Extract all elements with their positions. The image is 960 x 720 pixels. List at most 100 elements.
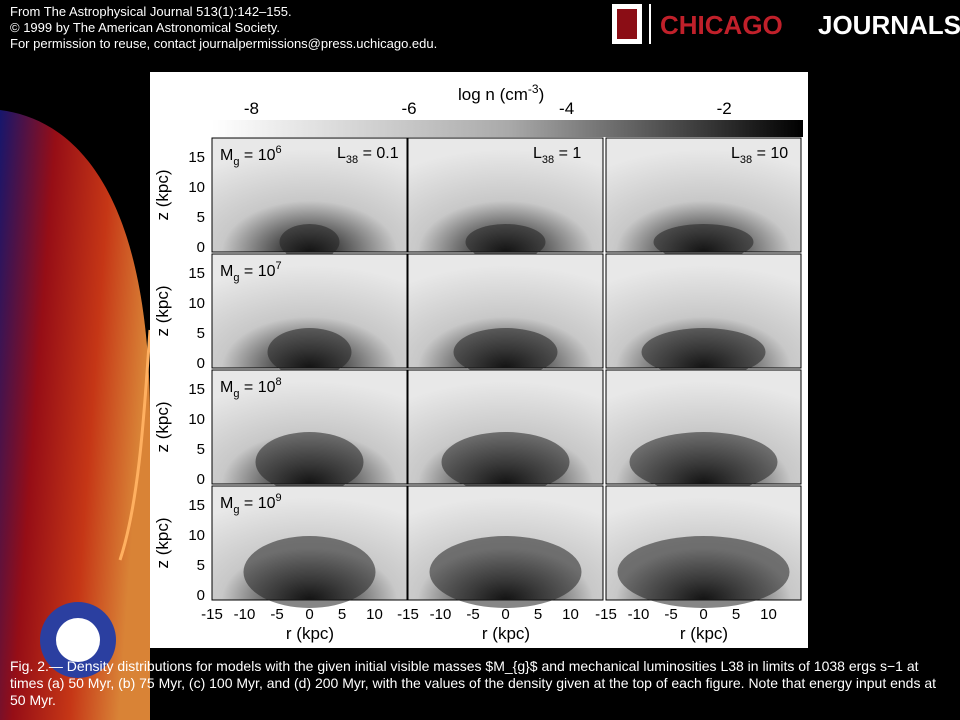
y-tick-label: 5 — [197, 325, 205, 342]
x-tick-label: -15 — [595, 606, 617, 623]
y-tick-label: 0 — [197, 471, 205, 488]
colorbar-label: log n (cm-3) — [458, 82, 544, 104]
y-axis-label: z (kpc) — [153, 518, 172, 569]
x-axis-label: r (kpc) — [482, 624, 530, 643]
decor-swirl — [0, 110, 150, 720]
x-tick-label: -5 — [270, 606, 283, 623]
x-tick-label: 5 — [732, 606, 740, 623]
x-axis-label: r (kpc) — [680, 624, 728, 643]
x-tick-label: -5 — [466, 606, 479, 623]
x-tick-label: -10 — [628, 606, 650, 623]
x-tick-label: 0 — [699, 606, 707, 623]
mass-exp: 9 — [275, 492, 281, 504]
y-tick-label: 5 — [197, 557, 205, 574]
y-tick-label: 10 — [188, 295, 205, 312]
density-feature — [279, 224, 340, 260]
x-tick-label: -10 — [430, 606, 452, 623]
colorbar-tick-label: -4 — [559, 99, 574, 118]
density-feature — [429, 536, 582, 608]
x-axis-label: r (kpc) — [286, 624, 334, 643]
lum-rest: = 0.1 — [358, 145, 399, 162]
lum-symbol: L — [337, 145, 346, 162]
x-tick-label: 10 — [366, 606, 383, 623]
colorbar-tick-label: -2 — [717, 99, 732, 118]
mass-sub: g — [233, 156, 239, 168]
lum-symbol: L — [731, 145, 740, 162]
mass-label: Mg = 106 — [220, 144, 282, 168]
y-tick-label: 10 — [188, 411, 205, 428]
density-feature — [653, 224, 754, 260]
density-feature — [441, 432, 570, 492]
mass-sub: g — [233, 504, 239, 516]
density-feature — [243, 536, 376, 608]
x-tick-label: -15 — [201, 606, 223, 623]
x-tick-label: -10 — [234, 606, 256, 623]
density-feature — [629, 432, 778, 492]
colorbar-tick-label: -8 — [244, 99, 259, 118]
header-line: © 1999 by The American Astronomical Soci… — [10, 20, 280, 35]
luminosity-label: L38 = 1 — [533, 145, 581, 166]
y-tick-label: 10 — [188, 179, 205, 196]
y-tick-label: 15 — [188, 149, 205, 166]
x-tick-label: 5 — [534, 606, 542, 623]
x-tick-label: 10 — [562, 606, 579, 623]
x-tick-label: 5 — [338, 606, 346, 623]
caption: Fig. 2.— Density distributions for model… — [10, 658, 937, 708]
density-feature — [453, 328, 558, 376]
x-tick-label: -5 — [664, 606, 677, 623]
mass-label: Mg = 109 — [220, 492, 282, 516]
mass-sub: g — [233, 272, 239, 284]
institute-logo-inner — [56, 618, 100, 662]
y-tick-label: 15 — [188, 265, 205, 282]
x-tick-label: 10 — [760, 606, 777, 623]
density-feature — [255, 432, 364, 492]
y-tick-label: 15 — [188, 381, 205, 398]
colorbar-label-close: ) — [539, 85, 545, 104]
density-feature — [617, 536, 790, 608]
lum-sub: 38 — [542, 154, 554, 166]
y-tick-label: 15 — [188, 497, 205, 514]
lum-rest: = 10 — [752, 145, 788, 162]
mass-label: Mg = 108 — [220, 376, 282, 400]
mass-rest: = 10 — [239, 495, 275, 512]
mass-rest: = 10 — [239, 263, 275, 280]
chicago-shield-inner — [617, 9, 637, 39]
y-tick-label: 5 — [197, 441, 205, 458]
x-tick-label: 0 — [501, 606, 509, 623]
mass-symbol: M — [220, 495, 233, 512]
header-line: For permission to reuse, contact journal… — [10, 36, 438, 51]
lum-symbol: L — [533, 145, 542, 162]
lum-sub: 38 — [346, 154, 358, 166]
mass-rest: = 10 — [239, 379, 275, 396]
mass-rest: = 10 — [239, 147, 275, 164]
decor-line — [118, 329, 152, 561]
x-tick-label: 0 — [305, 606, 313, 623]
colorbar-label-exp: -3 — [528, 82, 539, 96]
density-feature — [465, 224, 546, 260]
y-axis-label: z (kpc) — [153, 402, 172, 453]
mass-label: Mg = 107 — [220, 260, 282, 284]
mass-symbol: M — [220, 263, 233, 280]
mass-symbol: M — [220, 147, 233, 164]
luminosity-label: L38 = 10 — [731, 145, 788, 166]
logo-chicago: CHICAGO — [660, 10, 783, 40]
colorbar-tick-label: -6 — [401, 99, 416, 118]
header-line: From The Astrophysical Journal 513(1):14… — [10, 4, 292, 19]
colorbar-label-text: log n (cm — [458, 85, 528, 104]
y-tick-label: 10 — [188, 527, 205, 544]
y-axis-label: z (kpc) — [153, 170, 172, 221]
density-feature — [267, 328, 352, 376]
y-tick-label: 0 — [197, 239, 205, 256]
y-tick-label: 0 — [197, 587, 205, 604]
mass-exp: 8 — [275, 376, 281, 388]
y-axis-label: z (kpc) — [153, 286, 172, 337]
y-tick-label: 5 — [197, 209, 205, 226]
luminosity-label: L38 = 0.1 — [337, 145, 399, 166]
mass-symbol: M — [220, 379, 233, 396]
mass-sub: g — [233, 388, 239, 400]
logo-journals: JOURNALS — [818, 10, 960, 40]
mass-exp: 7 — [275, 260, 281, 272]
x-tick-label: -15 — [397, 606, 419, 623]
